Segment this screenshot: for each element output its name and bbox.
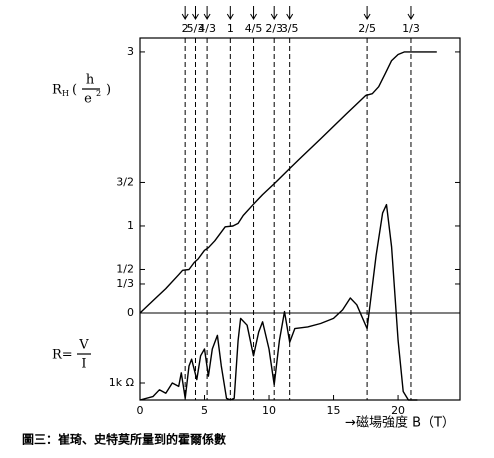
y-label-symbol: R — [52, 83, 63, 98]
y-label-sup: 2 — [96, 89, 101, 98]
x-tick-label: 20 — [391, 404, 405, 417]
y-label-paren: ( — [72, 83, 77, 98]
annotation-arrow — [181, 6, 189, 20]
annotation-arrow — [203, 6, 211, 20]
y-tick-label: 3/2 — [116, 175, 134, 188]
annotation-label: 5/3 — [187, 22, 205, 35]
y-label-paren: ) — [106, 83, 111, 98]
x-tick-label: 0 — [137, 404, 144, 417]
annotation-label: 2 — [182, 22, 189, 35]
y-tick-label: 1 — [127, 219, 134, 232]
y-tick-label: 1/3 — [116, 277, 134, 290]
y-tick-label: 1/2 — [116, 262, 134, 275]
annotation-label: 2/5 — [358, 22, 376, 35]
x-tick-label: 15 — [327, 404, 341, 417]
annotation-arrow — [286, 6, 294, 20]
annotation-label: 1/3 — [402, 22, 420, 35]
y-label-den: e — [84, 92, 92, 107]
annotation-arrow — [192, 6, 199, 20]
annotation-arrow — [226, 6, 234, 20]
annotation-arrow — [407, 6, 415, 20]
y-tick-label: 0 — [127, 306, 134, 319]
y-label-num: h — [86, 73, 95, 88]
x-axis-label: →磁場強度 B（T） — [345, 415, 455, 431]
x-tick-label: 5 — [201, 404, 208, 417]
annotation-label: 4/5 — [245, 22, 263, 35]
y2-label-num: V — [78, 338, 89, 353]
annotation-label: 1 — [227, 22, 234, 35]
annotation-arrow — [363, 6, 371, 20]
y-label-sub: H — [62, 89, 69, 98]
annotation-arrow — [270, 6, 278, 20]
y2-tick-label: 1k Ω — [109, 376, 134, 389]
plot-frame — [139, 37, 461, 401]
caption: 圖三：崔琦、史特莫所量到的霍爾係數 — [22, 432, 226, 447]
annotation-label: 2/3 — [265, 22, 283, 35]
y-tick-label: 3 — [127, 45, 134, 58]
x-tick-label: 10 — [262, 404, 276, 417]
annotation-arrow — [250, 6, 257, 20]
series-line — [139, 51, 437, 314]
annotation-label: 4/3 — [198, 22, 216, 35]
series-line — [139, 203, 418, 401]
annotation-label: 3/5 — [281, 22, 299, 35]
y2-label-den: I — [81, 357, 86, 372]
y2-label-symbol: R= — [52, 348, 73, 363]
